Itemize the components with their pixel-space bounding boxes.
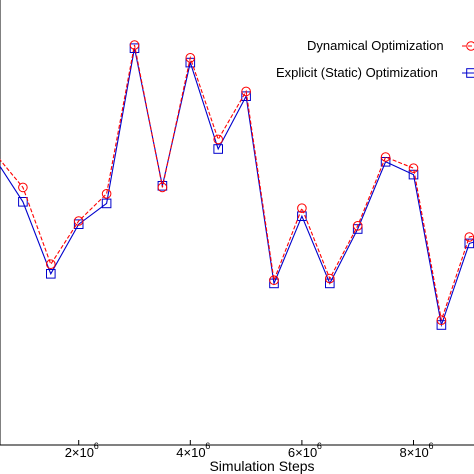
x-tick-exponent-0: 6 bbox=[94, 441, 99, 451]
legend-marker-dynamical bbox=[466, 41, 474, 51]
series-line-1 bbox=[0, 48, 474, 328]
x-tick-label-0: 2×10 bbox=[65, 445, 94, 460]
data-point-circle-4 bbox=[101, 189, 112, 199]
data-point-square-2 bbox=[46, 269, 56, 279]
data-point-circle-14 bbox=[380, 152, 391, 162]
legend-marker-explicit bbox=[466, 68, 474, 78]
x-tick-exponent-2: 6 bbox=[317, 441, 322, 451]
x-tick-exponent-1: 6 bbox=[205, 441, 210, 451]
legend-label-dynamical: Dynamical Optimization bbox=[307, 38, 444, 53]
data-point-circle-16 bbox=[436, 315, 447, 326]
data-point-circle-12 bbox=[325, 273, 335, 284]
data-point-circle-3 bbox=[73, 216, 84, 226]
legend-label-explicit: Explicit (Static) Optimization bbox=[276, 65, 438, 80]
data-point-circle-8 bbox=[213, 134, 223, 145]
data-point-circle-13 bbox=[352, 221, 363, 231]
data-point-circle-10 bbox=[269, 275, 279, 286]
data-point-square-5 bbox=[129, 43, 140, 54]
series-explicit bbox=[0, 43, 474, 330]
plot-frame bbox=[0, 0, 474, 446]
x-axis-label: Simulation Steps bbox=[209, 458, 314, 474]
series-layer bbox=[0, 40, 474, 330]
x-axis-ticks: 2×10 6 4×10 6 6×10 6 8×10 6 bbox=[65, 440, 434, 460]
data-point-circle-2 bbox=[46, 259, 56, 270]
data-point-square-4 bbox=[101, 198, 112, 209]
data-point-circle-9 bbox=[241, 86, 251, 97]
data-point-circle-1 bbox=[18, 182, 28, 193]
series-line-0 bbox=[0, 44, 474, 321]
data-point-square-11 bbox=[297, 211, 307, 221]
series-dynamical bbox=[0, 40, 474, 326]
x-tick-label-2: 6×10 bbox=[288, 445, 317, 460]
data-point-square-8 bbox=[213, 144, 223, 154]
data-point-circle-11 bbox=[297, 203, 307, 213]
legend: Dynamical Optimization Explicit (Static)… bbox=[276, 38, 474, 80]
x-tick-label-3: 8×10 bbox=[400, 445, 429, 460]
data-point-square-16 bbox=[436, 320, 447, 330]
data-point-square-1 bbox=[18, 197, 28, 207]
data-point-circle-7 bbox=[185, 53, 196, 63]
x-tick-exponent-3: 6 bbox=[429, 441, 434, 451]
data-point-circle-15 bbox=[408, 163, 419, 173]
data-point-circle-5 bbox=[129, 40, 140, 50]
data-point-circle-6 bbox=[157, 182, 168, 193]
x-tick-label-1: 4×10 bbox=[176, 445, 205, 460]
data-point-square-3 bbox=[73, 219, 84, 229]
